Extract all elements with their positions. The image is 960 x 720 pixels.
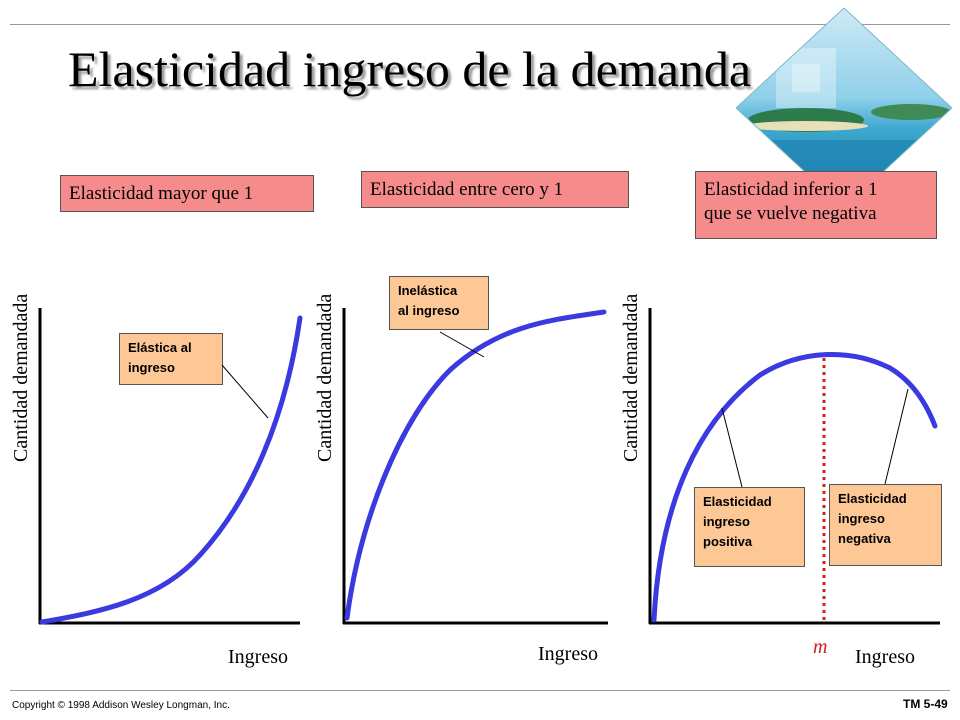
callout-inelastic-line1: Inelástica xyxy=(398,283,458,298)
callout-negative-line2: ingreso xyxy=(838,511,885,526)
callout-positive: Elasticidad ingreso positiva xyxy=(694,487,805,567)
callout-positive-line1: Elasticidad xyxy=(703,494,772,509)
curve-inelastic xyxy=(344,309,607,621)
header-inferior: Elasticidad inferior a 1 que se vuelve n… xyxy=(695,171,937,239)
leader-negative xyxy=(884,388,909,485)
x-axis-label-3: Ingreso xyxy=(855,646,915,668)
x-axis-label-2: Ingreso xyxy=(538,643,598,665)
marker-label-m: m xyxy=(813,636,828,658)
callout-negative-line3: negativa xyxy=(838,531,891,546)
bottom-rule xyxy=(10,690,950,691)
page-title: Elasticidad ingreso de la demanda xyxy=(68,41,752,97)
x-axis-label-1: Ingreso xyxy=(228,646,288,668)
copyright-text: Copyright © 1998 Addison Wesley Longman,… xyxy=(12,700,230,711)
header-inferior-line2: que se vuelve negativa xyxy=(704,203,877,224)
curve-inferior xyxy=(651,352,938,623)
callout-positive-line3: positiva xyxy=(703,534,753,549)
callout-negative-line1: Elasticidad xyxy=(838,491,907,506)
leader-positive xyxy=(721,407,743,488)
header-inferior-line1: Elasticidad inferior a 1 xyxy=(704,179,878,200)
header-inelastic: Elasticidad entre cero y 1 xyxy=(361,171,629,208)
callout-inelastic: Inelástica al ingreso xyxy=(389,276,489,330)
callout-inelastic-line2: al ingreso xyxy=(398,303,460,318)
callout-positive-line2: ingreso xyxy=(703,514,750,529)
header-elastic-text: Elasticidad mayor que 1 xyxy=(69,183,254,204)
slide-number: TM 5-49 xyxy=(903,697,948,711)
top-rule xyxy=(10,24,950,25)
callout-elastic-line2: ingreso xyxy=(128,360,175,375)
callout-elastic-line1: Elástica al xyxy=(128,340,192,355)
header-elastic: Elasticidad mayor que 1 xyxy=(60,175,314,212)
callout-elastic: Elástica al ingreso xyxy=(119,333,223,385)
callout-negative: Elasticidad ingreso negativa xyxy=(829,484,942,566)
leader-inelastic xyxy=(439,331,485,358)
header-inelastic-text: Elasticidad entre cero y 1 xyxy=(370,179,564,200)
curve-elastic xyxy=(39,315,303,625)
leader-elastic xyxy=(221,364,269,419)
